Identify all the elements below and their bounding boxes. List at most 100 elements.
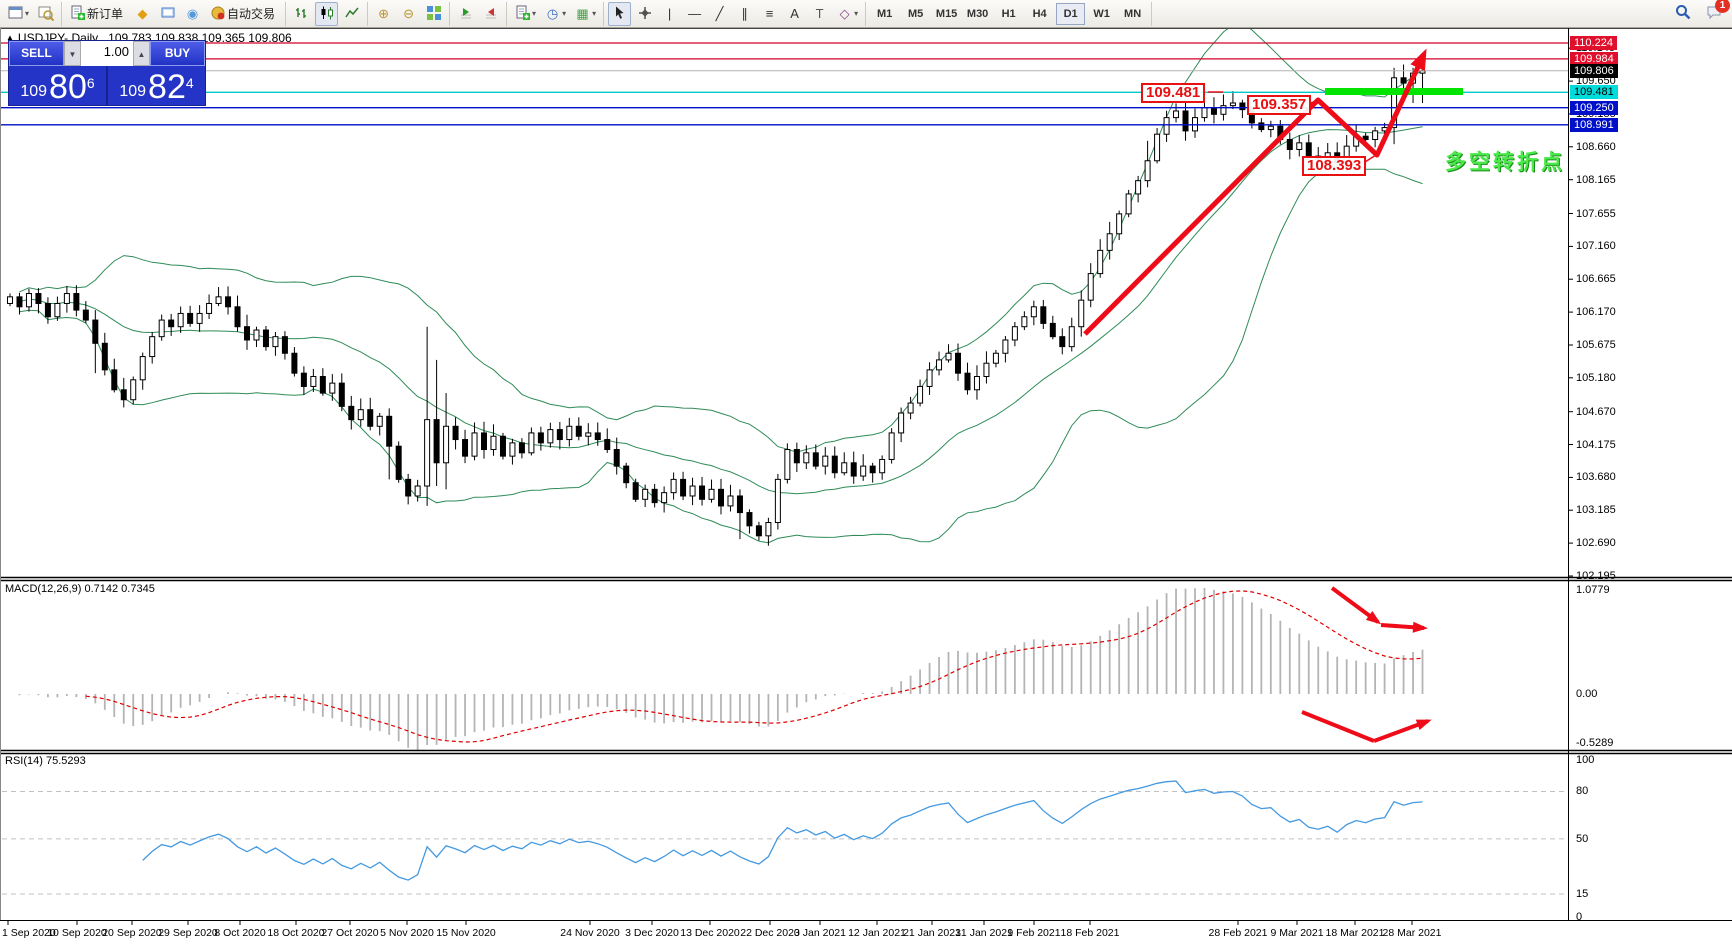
date-axis-label: 20 Sep 2020 — [102, 927, 162, 939]
buy-price[interactable]: 109 82 4 — [108, 66, 205, 105]
timeframe-d1-button[interactable]: D1 — [1056, 2, 1086, 25]
buy-button[interactable]: BUY — [150, 41, 205, 66]
sell-price[interactable]: 109 80 6 — [9, 66, 108, 105]
macd-down-arrow[interactable] — [1330, 586, 1382, 625]
candle-body — [215, 296, 222, 304]
arrows-button[interactable]: ◇ ▾ — [833, 2, 861, 26]
candle-body — [718, 488, 724, 507]
signals-button[interactable]: ◉ — [181, 2, 204, 26]
chart-shift-icon — [482, 5, 499, 22]
candle-body — [443, 425, 450, 464]
price-callout-box[interactable]: 108.393 — [1302, 156, 1367, 176]
buy-price-prefix: 109 — [119, 83, 147, 100]
macd-flat-arrow[interactable] — [1380, 621, 1428, 633]
date-axis-label: 13 Dec 2020 — [680, 927, 740, 939]
volume-decrease-button[interactable]: ▼ — [64, 41, 81, 66]
mql-community-icon: ◆ — [137, 6, 148, 21]
text-button[interactable]: A — [783, 2, 806, 26]
crosshair-button[interactable] — [633, 2, 656, 26]
rsi-down-line[interactable] — [1301, 710, 1375, 743]
macd-axis-tick: 0.00 — [1576, 688, 1598, 700]
periods-button[interactable]: ◷ ▾ — [541, 2, 569, 26]
profiles-button[interactable] — [34, 2, 57, 26]
candle-body — [831, 455, 838, 474]
candlestick-button[interactable] — [315, 1, 339, 26]
new-order-button[interactable]: 新订单 — [66, 2, 129, 26]
equidistant-channel-button[interactable]: ∥ — [733, 2, 756, 26]
candle-body — [462, 439, 469, 457]
volume-increase-button[interactable]: ▲ — [133, 41, 150, 66]
candle-body — [945, 352, 952, 361]
periods-icon: ◷ — [546, 6, 559, 21]
bollinger-middle — [19, 126, 1423, 495]
date-axis-label: 1 Sep 2020 — [2, 927, 56, 939]
candle-body — [367, 409, 374, 427]
trendline-button[interactable]: ╱ — [708, 2, 731, 26]
timeframe-m5-button[interactable]: M5 — [907, 7, 924, 20]
candle-body — [973, 375, 980, 391]
zoom-in-icon: ⊕ — [378, 6, 389, 21]
new-order-icon — [69, 5, 86, 22]
timeframe-h4-button[interactable]: H4 — [1032, 7, 1047, 20]
date-axis-label: 3 Jan 2021 — [794, 927, 846, 939]
line-chart-button[interactable] — [340, 2, 363, 26]
timeframe-w1-button[interactable]: W1 — [1093, 7, 1110, 20]
candle-body — [395, 445, 402, 480]
timeframe-m1-button[interactable]: M1 — [876, 7, 893, 20]
bar-chart-button[interactable] — [290, 2, 313, 26]
templates-button[interactable]: ▦ ▾ — [571, 2, 599, 26]
timeframe-m30-button[interactable]: M30 — [966, 7, 989, 20]
chart-shift-button[interactable] — [479, 2, 502, 26]
trend-zigzag-arrow[interactable] — [1083, 48, 1427, 336]
timeframe-mn-button[interactable]: MN — [1124, 7, 1142, 20]
price-callout-box[interactable]: 109.481 — [1141, 83, 1206, 103]
candle-body — [556, 429, 563, 441]
volume-input[interactable]: 1.00 — [81, 41, 133, 66]
horizontal-line-button[interactable]: — — [683, 2, 706, 26]
auto-scroll-button[interactable] — [454, 2, 477, 26]
cursor-button[interactable] — [608, 1, 632, 26]
price-callout-box[interactable]: 109.357 — [1247, 95, 1312, 115]
indicators-button[interactable]: ▾ — [511, 2, 539, 26]
note-text[interactable]: 多空转折点 — [1445, 151, 1565, 174]
candle-body — [964, 372, 971, 391]
candle-body — [822, 455, 829, 467]
timeframe-h1-button[interactable]: H1 — [1001, 7, 1016, 20]
date-axis-label: 3 Dec 2020 — [625, 927, 679, 939]
tile-windows-button[interactable] — [422, 2, 445, 26]
candle-body — [1116, 213, 1123, 235]
green-support-band[interactable] — [1325, 88, 1463, 95]
rsi-axis-tick: 100 — [1576, 754, 1595, 766]
text-label-button[interactable]: T — [808, 2, 831, 26]
candle-body — [386, 415, 393, 447]
candle-body — [177, 312, 184, 328]
candle-body — [1239, 102, 1246, 111]
chart-window-button[interactable]: ▾ — [4, 2, 32, 26]
candle-body — [262, 329, 269, 348]
timeframe-m15-button[interactable]: M15 — [935, 7, 958, 20]
zoom-out-button[interactable]: ⊖ — [397, 2, 420, 26]
zoom-in-button[interactable]: ⊕ — [372, 2, 395, 26]
candle-body — [528, 432, 535, 454]
collapse-icon[interactable]: ▲ — [6, 33, 14, 42]
candle-body — [253, 329, 260, 341]
candle-body — [490, 435, 497, 451]
date-axis-label: 28 Mar 2021 — [1382, 927, 1442, 939]
candle-body — [82, 309, 89, 321]
mql-community-button[interactable]: ◆ — [131, 2, 154, 26]
autotrade-button[interactable]: 自动交易 — [206, 2, 281, 26]
search-button[interactable] — [1674, 4, 1691, 23]
candle-body — [746, 512, 753, 527]
price-badge: 109.984 — [1570, 51, 1618, 66]
terminal-button[interactable] — [156, 2, 179, 26]
fibonacci-button[interactable]: ≡ — [758, 2, 781, 26]
auto-scroll-icon — [457, 5, 474, 22]
notifications-button[interactable]: 1 — [1705, 0, 1730, 23]
date-axis-label: 29 Sep 2020 — [158, 927, 218, 939]
callout-connector — [1364, 154, 1377, 163]
candle-body — [1258, 122, 1265, 131]
rsi-up-arrow[interactable] — [1373, 719, 1432, 743]
sell-button[interactable]: SELL — [9, 41, 64, 66]
vertical-line-button[interactable]: | — [658, 2, 681, 26]
